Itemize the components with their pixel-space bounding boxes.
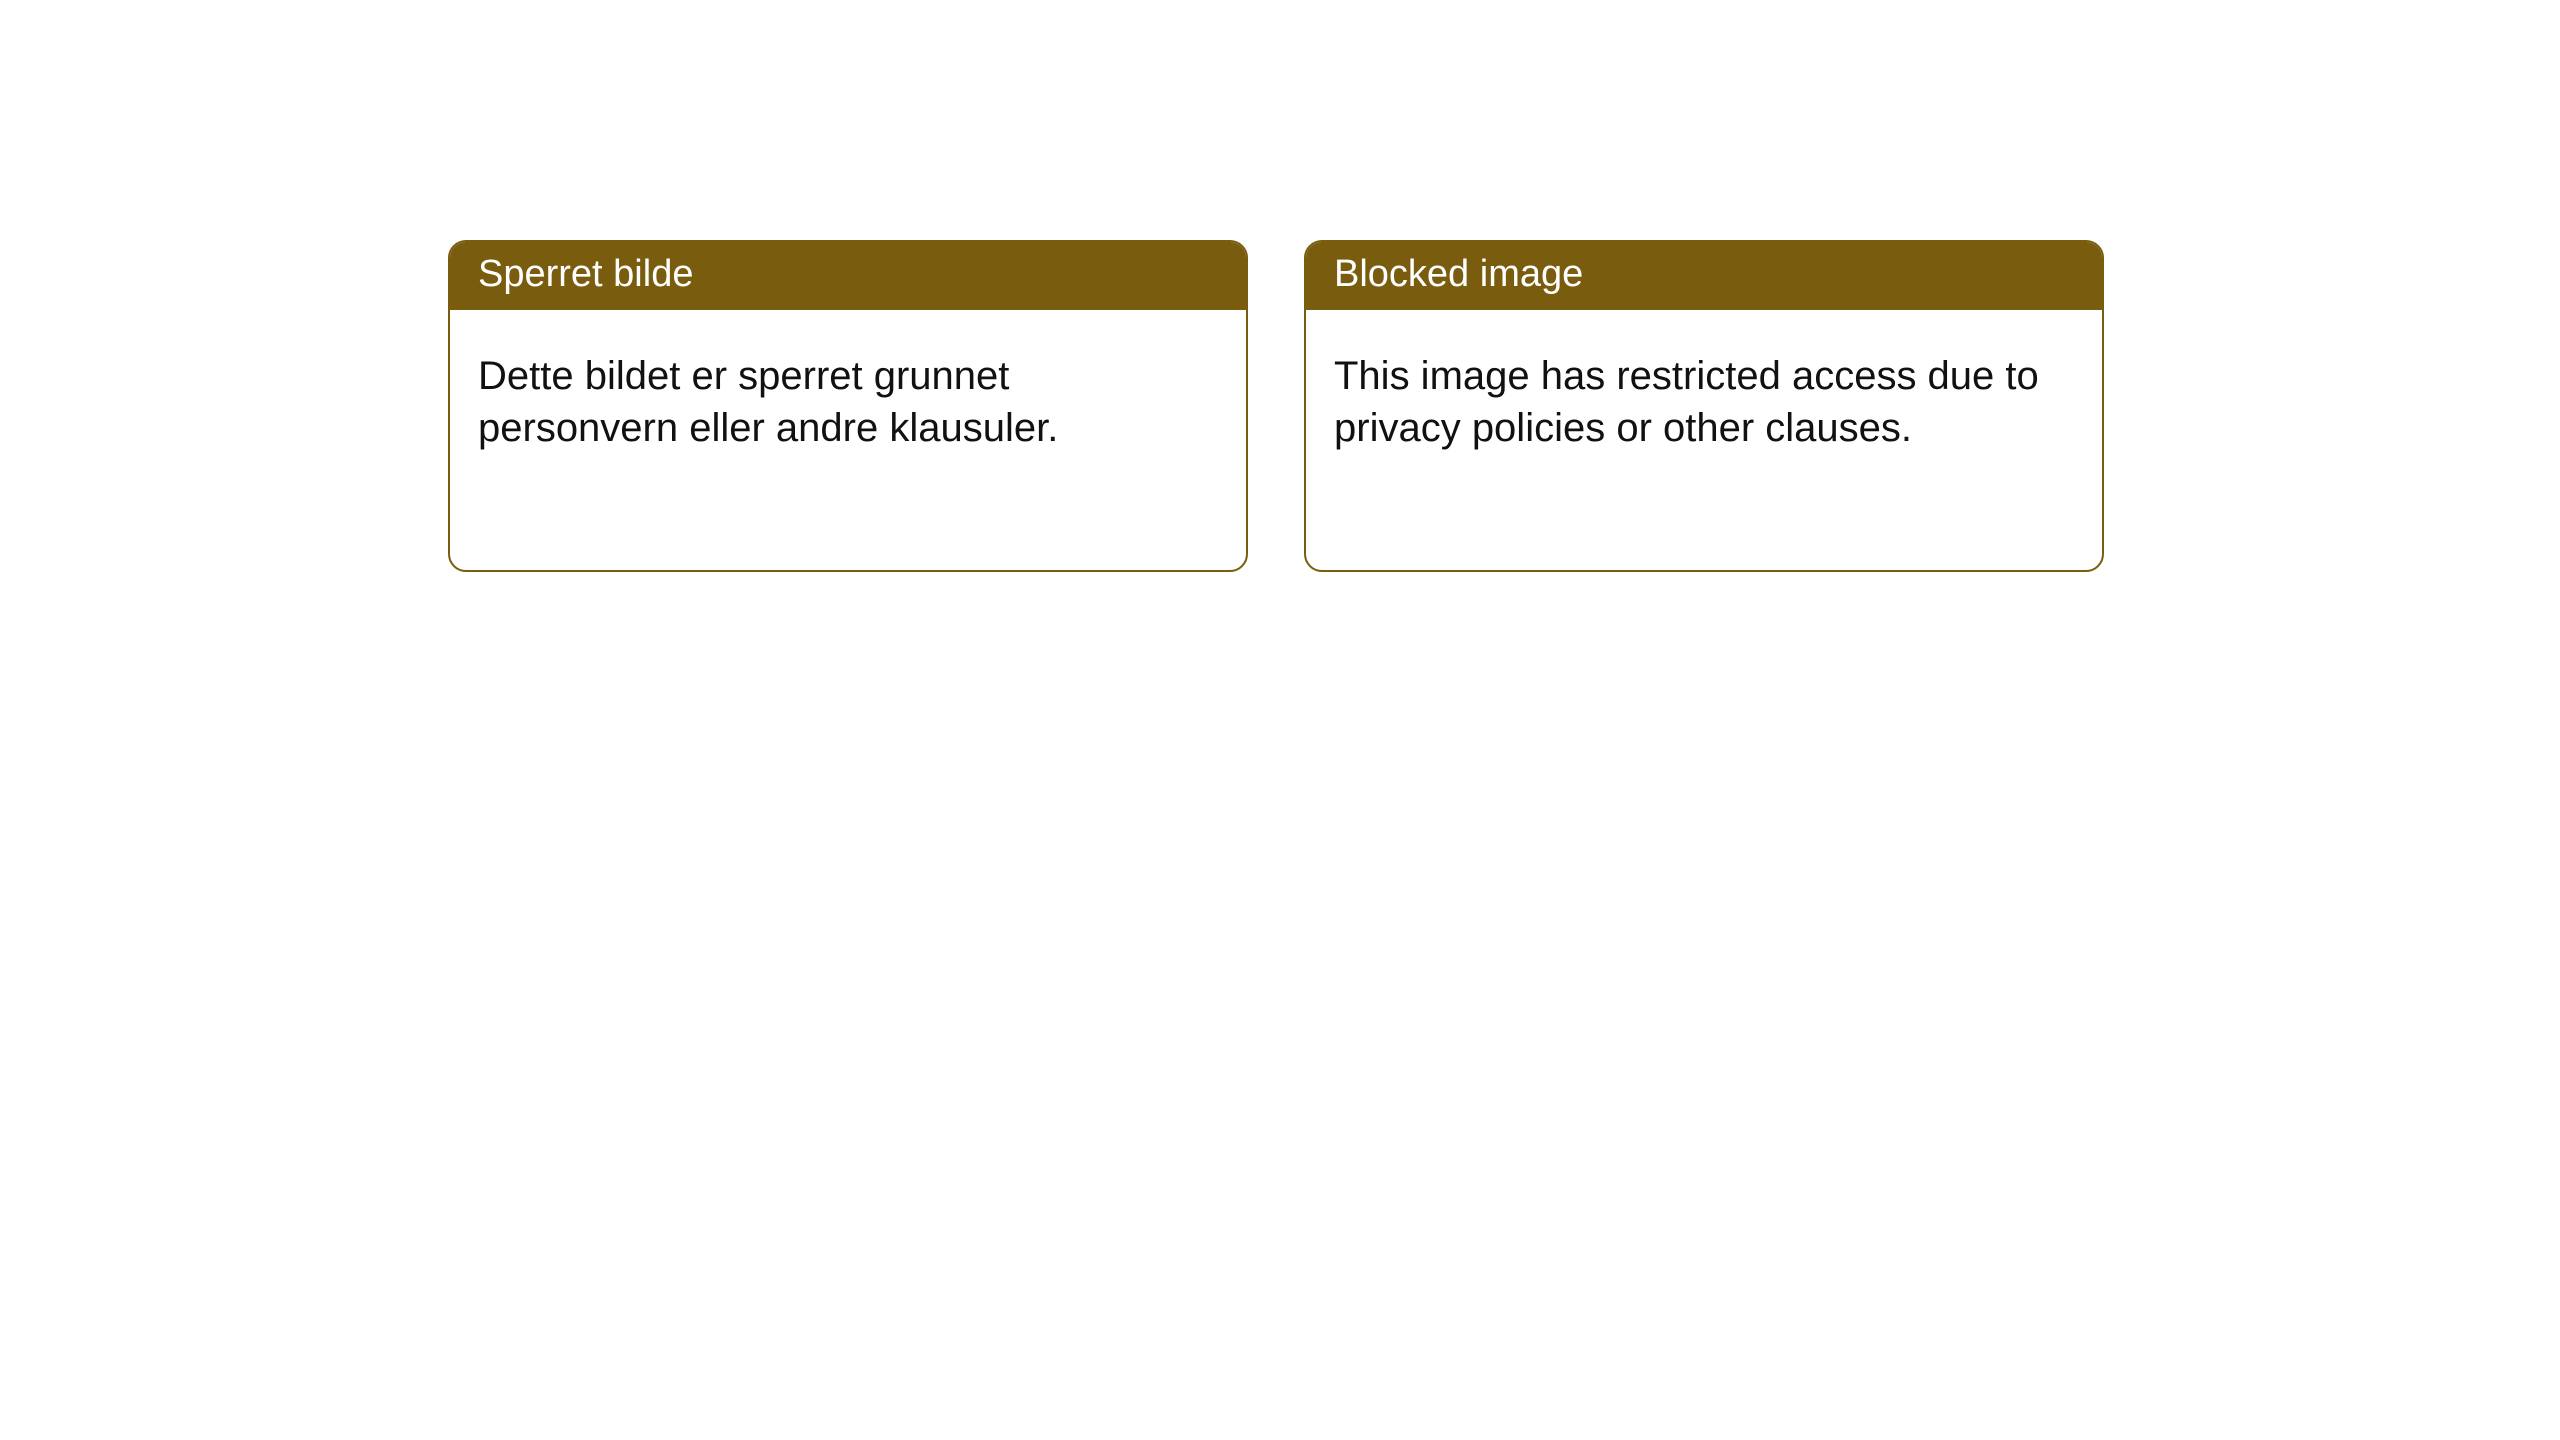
notice-container: Sperret bilde Dette bildet er sperret gr… (448, 240, 2104, 572)
notice-title-english: Blocked image (1306, 242, 2102, 310)
notice-title-norwegian: Sperret bilde (450, 242, 1246, 310)
notice-card-norwegian: Sperret bilde Dette bildet er sperret gr… (448, 240, 1248, 572)
notice-card-english: Blocked image This image has restricted … (1304, 240, 2104, 572)
notice-body-norwegian: Dette bildet er sperret grunnet personve… (450, 310, 1246, 570)
notice-body-english: This image has restricted access due to … (1306, 310, 2102, 570)
